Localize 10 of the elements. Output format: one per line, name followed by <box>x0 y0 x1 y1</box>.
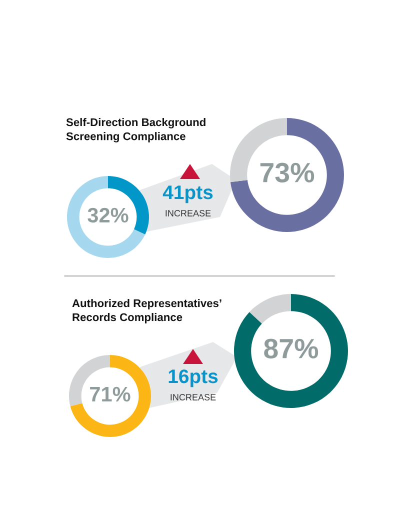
text: 41pts <box>162 186 213 204</box>
data-label: 32% <box>88 208 128 223</box>
data-label: 87% <box>264 338 318 358</box>
data-label: 73% <box>260 162 314 182</box>
text: INCREASE <box>166 210 211 216</box>
text: 16pts <box>168 369 218 388</box>
chart-title: Authorized Representatives’ Records Compliance <box>72 299 222 324</box>
text: INCREASE <box>170 394 216 400</box>
chart-title: Self-Direction Background Screening Compliance <box>66 118 206 142</box>
data-label: 71% <box>90 386 130 402</box>
